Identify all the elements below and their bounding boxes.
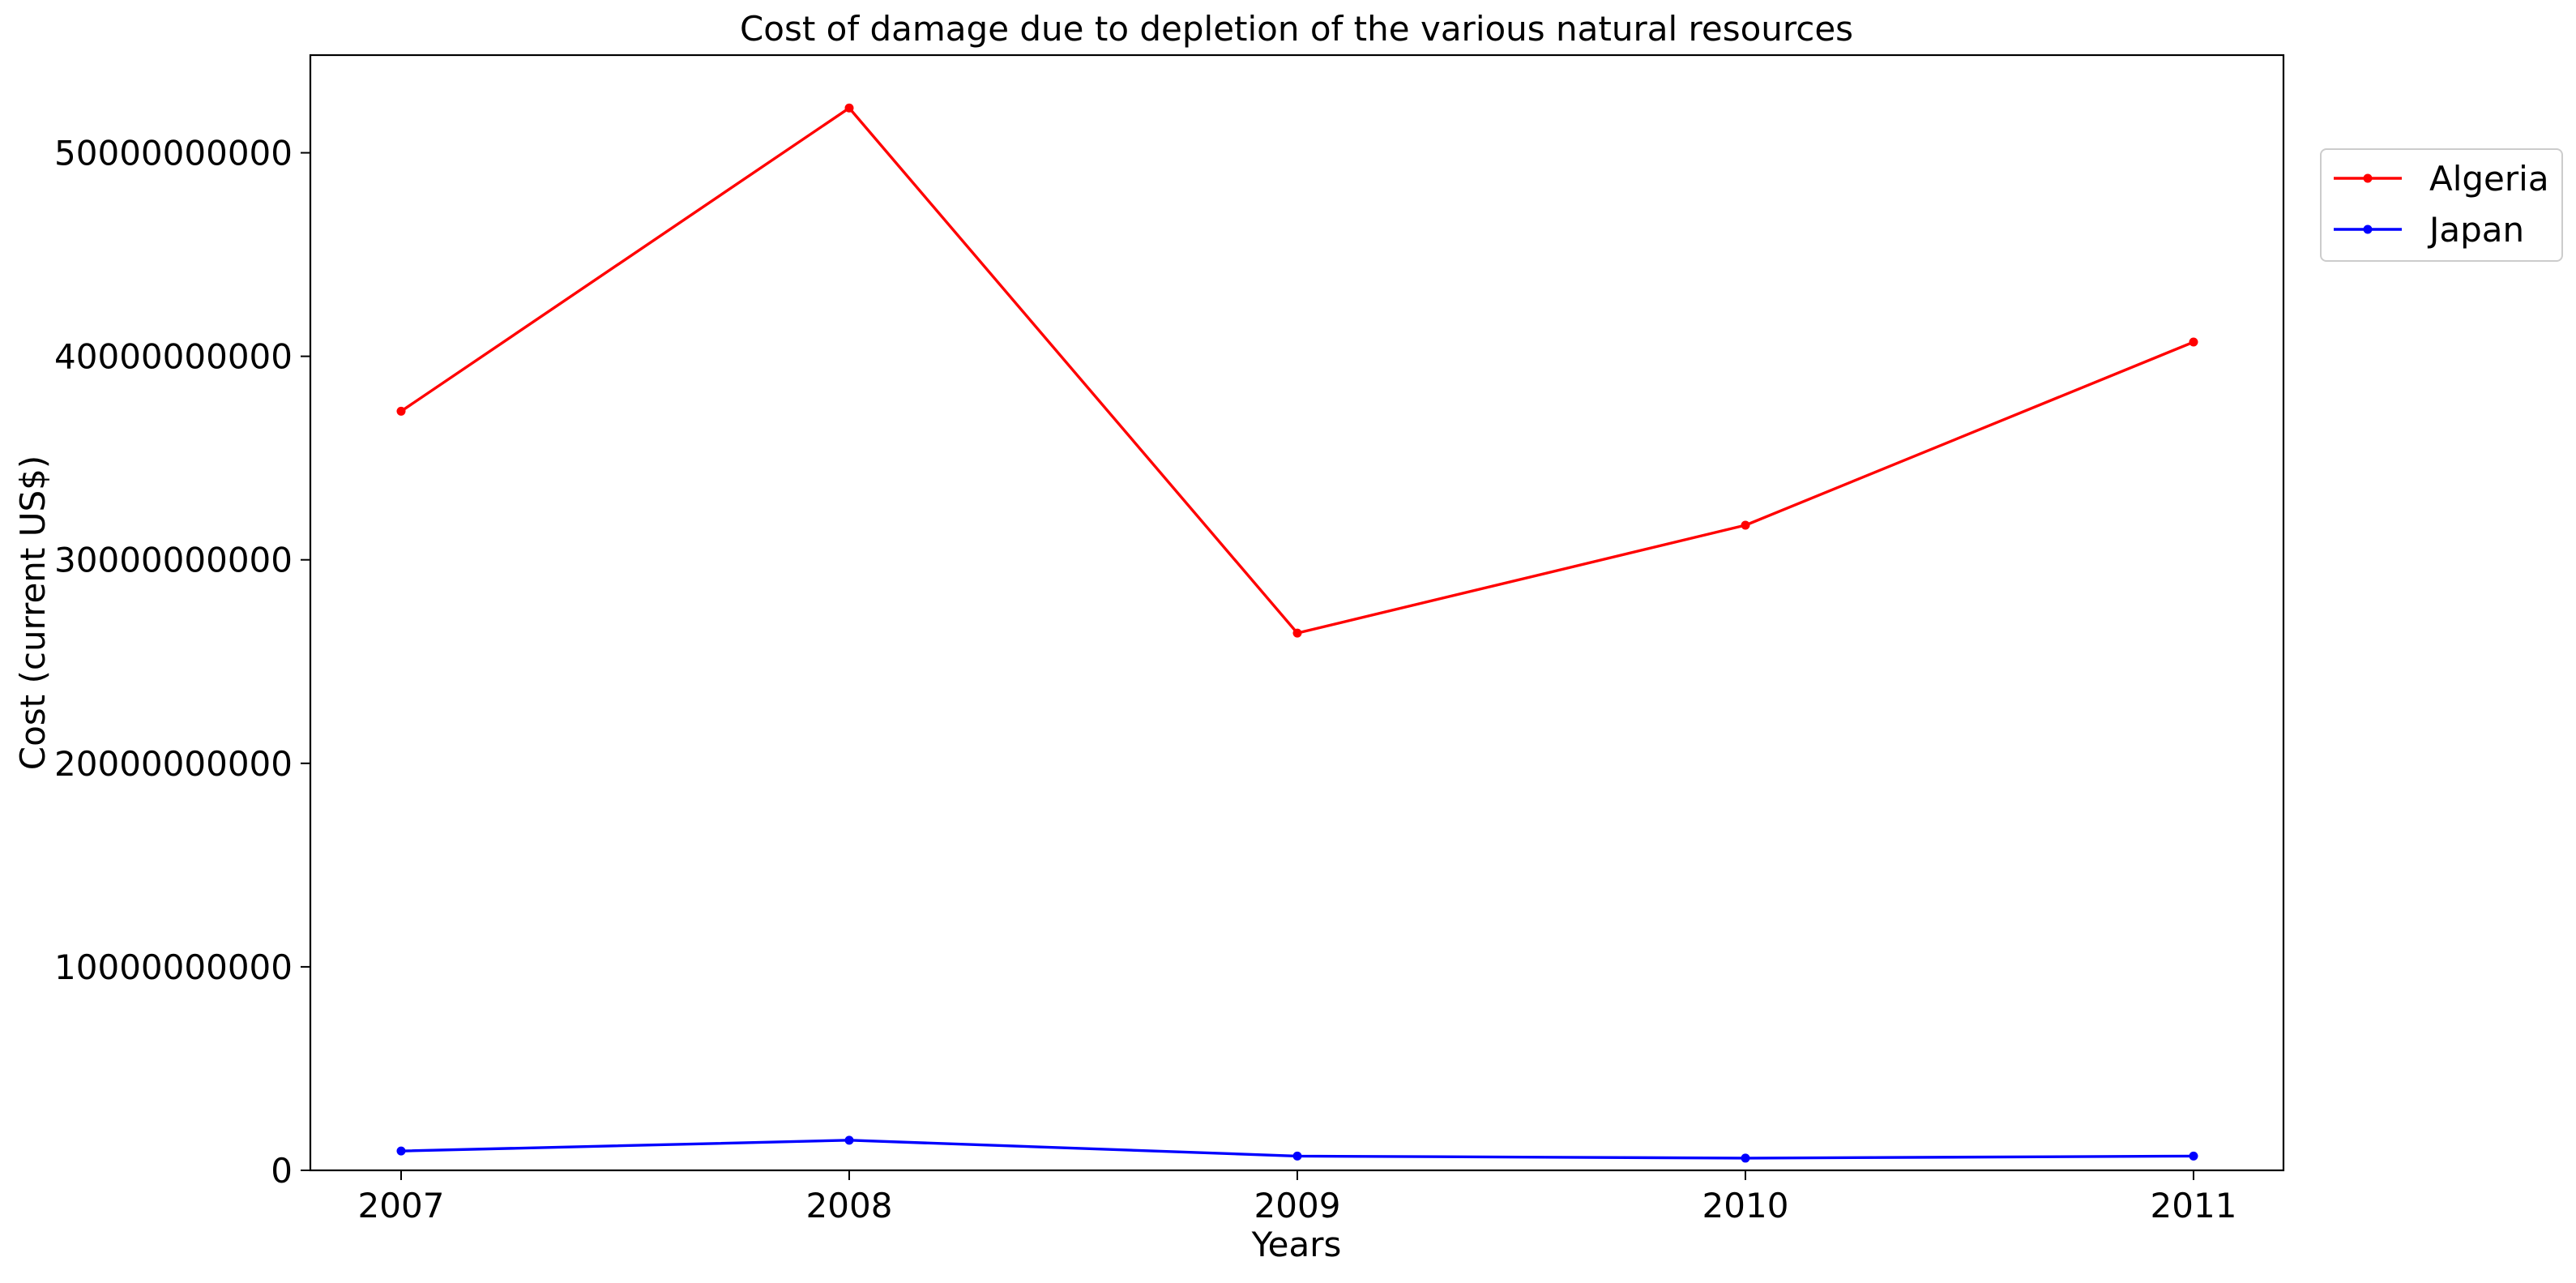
- x-tick-label: 2010: [1702, 1186, 1789, 1225]
- data-point-algeria: [1292, 628, 1302, 638]
- legend-marker-japan: [2363, 225, 2373, 234]
- data-point-japan: [1292, 1151, 1302, 1161]
- x-tick-label: 2009: [1254, 1186, 1341, 1225]
- y-axis-label: Cost (current US$): [13, 455, 53, 770]
- y-tick-label: 20000000000: [54, 744, 293, 784]
- data-point-japan: [2189, 1151, 2198, 1161]
- x-tick-label: 2008: [806, 1186, 893, 1225]
- axes: 2007 2008 2009 2010 2011 0 10000000000 20000000…: [54, 134, 2236, 1225]
- legend-label-japan: Japan: [2427, 210, 2524, 250]
- data-point-algeria: [396, 406, 406, 416]
- y-tick-label: 10000000000: [54, 947, 293, 987]
- legend: Algeria Japan: [2320, 148, 2563, 262]
- data-point-algeria: [844, 103, 854, 113]
- y-tick-label: 40000000000: [54, 337, 293, 377]
- legend-marker-algeria: [2363, 173, 2373, 183]
- x-tick-label: 2011: [2151, 1186, 2237, 1225]
- legend-label-algeria: Algeria: [2429, 159, 2549, 199]
- data-point-japan: [1741, 1153, 1750, 1163]
- y-tick-label: 30000000000: [54, 541, 293, 580]
- plot-area: [396, 103, 2198, 1163]
- data-point-japan: [396, 1146, 406, 1156]
- y-tick-label: 0: [271, 1151, 293, 1191]
- x-axis-label: Years: [1251, 1225, 1342, 1264]
- data-point-algeria: [2189, 337, 2198, 347]
- chart-title: Cost of damage due to depletion of the v…: [740, 9, 1853, 49]
- x-tick-label: 2007: [358, 1186, 445, 1225]
- data-point-algeria: [1741, 520, 1750, 530]
- data-point-japan: [844, 1135, 854, 1145]
- y-tick-label: 50000000000: [54, 134, 293, 173]
